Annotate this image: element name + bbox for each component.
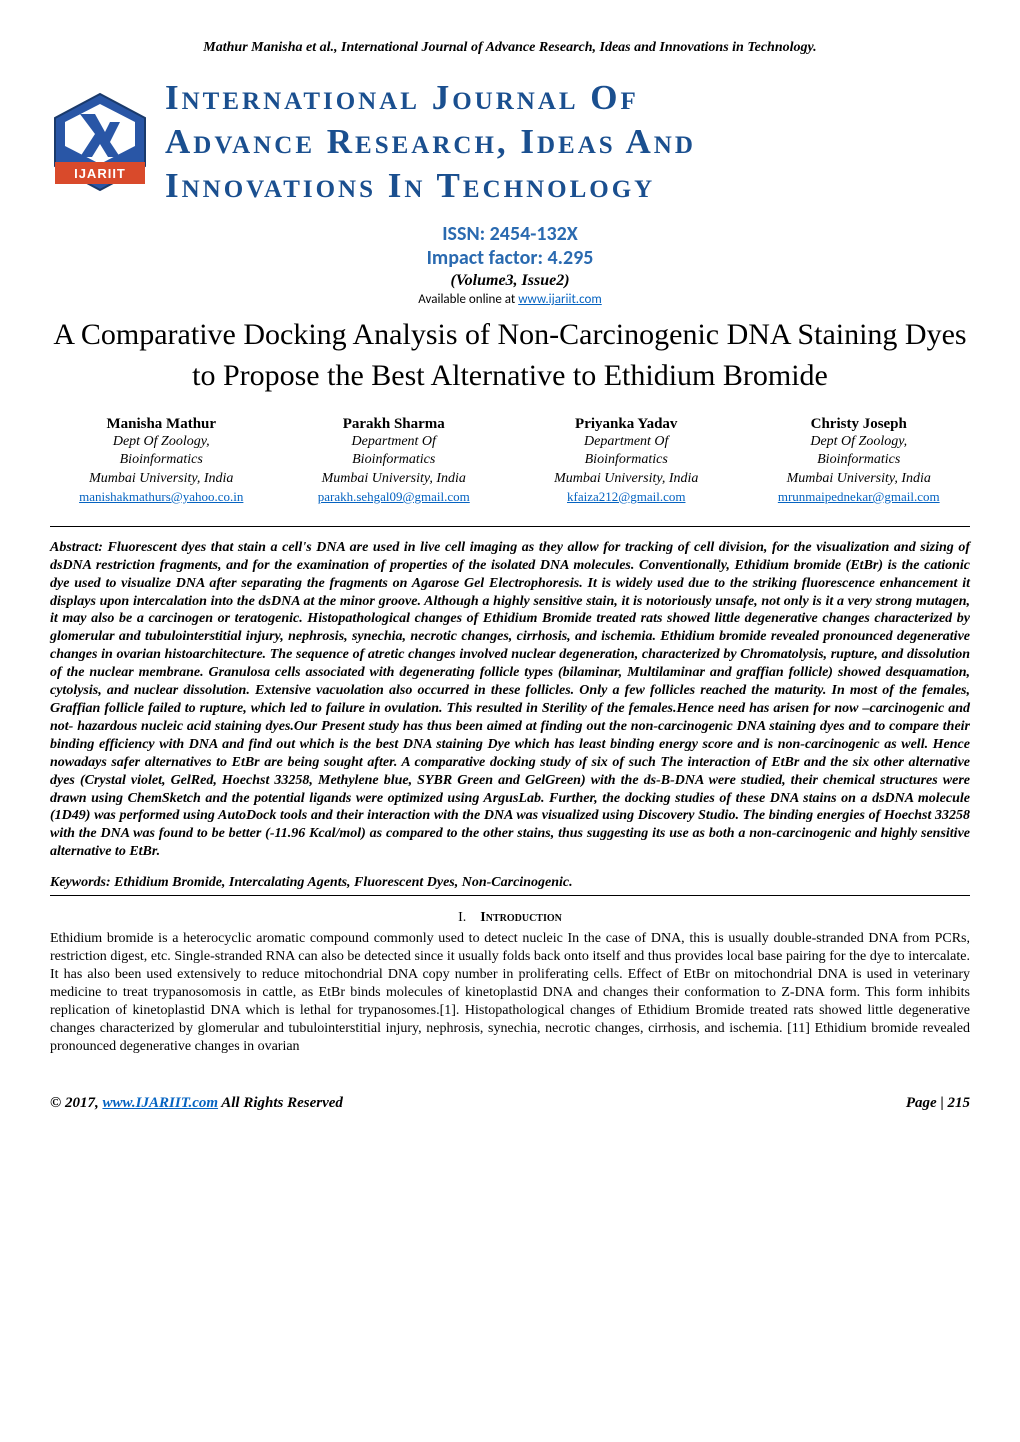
keywords-label: Keywords: xyxy=(50,875,114,890)
section-1-heading: I. Introduction xyxy=(50,910,970,926)
author-4: Christy Joseph Dept Of Zoology, Bioinfor… xyxy=(748,416,971,506)
author-1: Manisha Mathur Dept Of Zoology, Bioinfor… xyxy=(50,416,273,506)
author-3-email[interactable]: kfaiza212@gmail.com xyxy=(567,489,685,504)
author-1-name: Manisha Mathur xyxy=(50,416,273,433)
keywords-text: Ethidium Bromide, Intercalating Agents, … xyxy=(114,875,572,890)
footer-page: Page | 215 xyxy=(906,1095,970,1112)
author-4-email[interactable]: mrunmaipednekar@gmail.com xyxy=(778,489,940,504)
divider-top xyxy=(50,526,970,527)
abstract-label: Abstract: xyxy=(50,540,107,555)
author-3: Priyanka Yadav Department Of Bioinformat… xyxy=(515,416,738,506)
logo-banner: IJARIIT International Journal Of Advance… xyxy=(50,76,970,207)
author-4-affil2: Bioinformatics xyxy=(748,451,971,469)
author-4-name: Christy Joseph xyxy=(748,416,971,433)
author-4-affil1: Dept Of Zoology, xyxy=(748,433,971,451)
section-1-number: I. xyxy=(458,910,466,925)
author-2-affil2: Bioinformatics xyxy=(283,451,506,469)
section-1-body: Ethidium bromide is a heterocyclic aroma… xyxy=(50,930,970,1055)
author-1-affil1: Dept Of Zoology, xyxy=(50,433,273,451)
available-prefix: Available online at xyxy=(418,292,518,307)
header-citation: Mathur Manisha et al., International Jou… xyxy=(50,40,970,56)
section-1-name: Introduction xyxy=(480,910,562,925)
available-at: Available online at www.ijariit.com xyxy=(50,292,970,307)
footer-copyright: © 2017, www.IJARIIT.com All Rights Reser… xyxy=(50,1095,343,1112)
divider-bottom xyxy=(50,895,970,896)
authors-row: Manisha Mathur Dept Of Zoology, Bioinfor… xyxy=(50,416,970,506)
author-1-affil3: Mumbai University, India xyxy=(50,470,273,488)
svg-text:IJARIIT: IJARIIT xyxy=(74,166,126,181)
author-3-affil2: Bioinformatics xyxy=(515,451,738,469)
paper-title: A Comparative Docking Analysis of Non-Ca… xyxy=(50,315,970,396)
abstract: Abstract: Fluorescent dyes that stain a … xyxy=(50,539,970,861)
author-3-affil3: Mumbai University, India xyxy=(515,470,738,488)
author-1-affil2: Bioinformatics xyxy=(50,451,273,469)
journal-title: International Journal Of Advance Researc… xyxy=(165,76,970,207)
journal-title-line2: Advance Research, Ideas And xyxy=(165,120,970,164)
volume-issue: (Volume3, Issue2) xyxy=(50,272,970,290)
author-1-email[interactable]: manishakmathurs@yahoo.co.in xyxy=(79,489,243,504)
author-3-name: Priyanka Yadav xyxy=(515,416,738,433)
issn-text: ISSN: 2454-132X xyxy=(50,222,970,246)
journal-logo-icon: IJARIIT xyxy=(50,92,150,192)
author-2-email[interactable]: parakh.sehgal09@gmail.com xyxy=(318,489,470,504)
impact-factor: Impact factor: 4.295 xyxy=(50,246,970,270)
footer-copyright-suffix: All Rights Reserved xyxy=(218,1095,343,1111)
author-2-name: Parakh Sharma xyxy=(283,416,506,433)
footer-copyright-prefix: © 2017, xyxy=(50,1095,102,1111)
author-2: Parakh Sharma Department Of Bioinformati… xyxy=(283,416,506,506)
footer-link[interactable]: www.IJARIIT.com xyxy=(102,1095,218,1111)
available-link[interactable]: www.ijariit.com xyxy=(518,292,602,307)
author-2-affil3: Mumbai University, India xyxy=(283,470,506,488)
author-3-affil1: Department Of xyxy=(515,433,738,451)
page-footer: © 2017, www.IJARIIT.com All Rights Reser… xyxy=(50,1095,970,1112)
author-2-affil1: Department Of xyxy=(283,433,506,451)
journal-title-line3: Innovations In Technology xyxy=(165,164,970,208)
keywords: Keywords: Ethidium Bromide, Intercalatin… xyxy=(50,875,970,891)
journal-title-line1: International Journal Of xyxy=(165,76,970,120)
author-4-affil3: Mumbai University, India xyxy=(748,470,971,488)
abstract-text: Fluorescent dyes that stain a cell's DNA… xyxy=(50,540,970,859)
